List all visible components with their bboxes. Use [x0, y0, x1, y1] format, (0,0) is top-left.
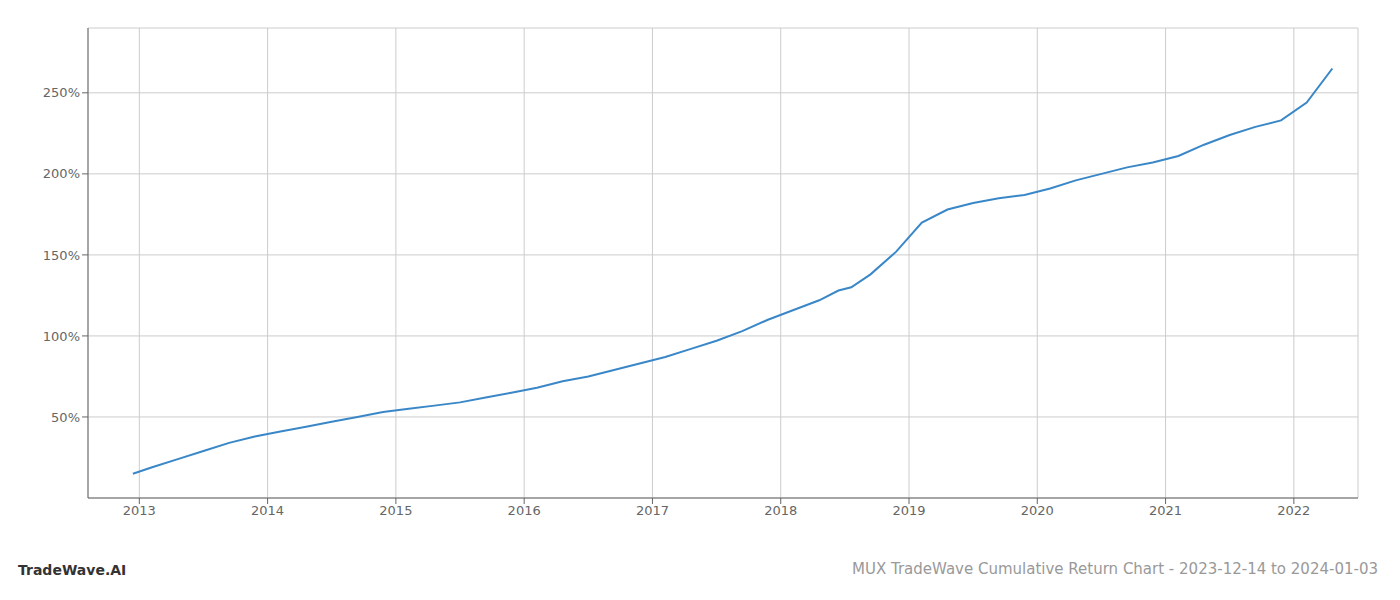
html-text:TradeWave.AI: TradeWave.AI — [18, 562, 127, 578]
svg-text:50%: 50% — [51, 410, 80, 425]
svg-text:200%: 200% — [43, 166, 80, 181]
svg-text:250%: 250% — [43, 85, 80, 100]
svg-text:150%: 150% — [43, 248, 80, 263]
svg-text:100%: 100% — [43, 329, 80, 344]
svg-text:2021: 2021 — [1149, 503, 1182, 518]
svg-text:2014: 2014 — [251, 503, 284, 518]
svg-text:2020: 2020 — [1021, 503, 1054, 518]
svg-text:2018: 2018 — [764, 503, 797, 518]
html-text:MUX TradeWave Cumulative Retur: MUX TradeWave Cumulative Return Chart - … — [852, 560, 1378, 578]
svg-text:2022: 2022 — [1277, 503, 1310, 518]
svg-text:2017: 2017 — [636, 503, 669, 518]
svg-text:2019: 2019 — [892, 503, 925, 518]
svg-text:2015: 2015 — [379, 503, 412, 518]
svg-text:2013: 2013 — [123, 503, 156, 518]
svg-text:2016: 2016 — [508, 503, 541, 518]
